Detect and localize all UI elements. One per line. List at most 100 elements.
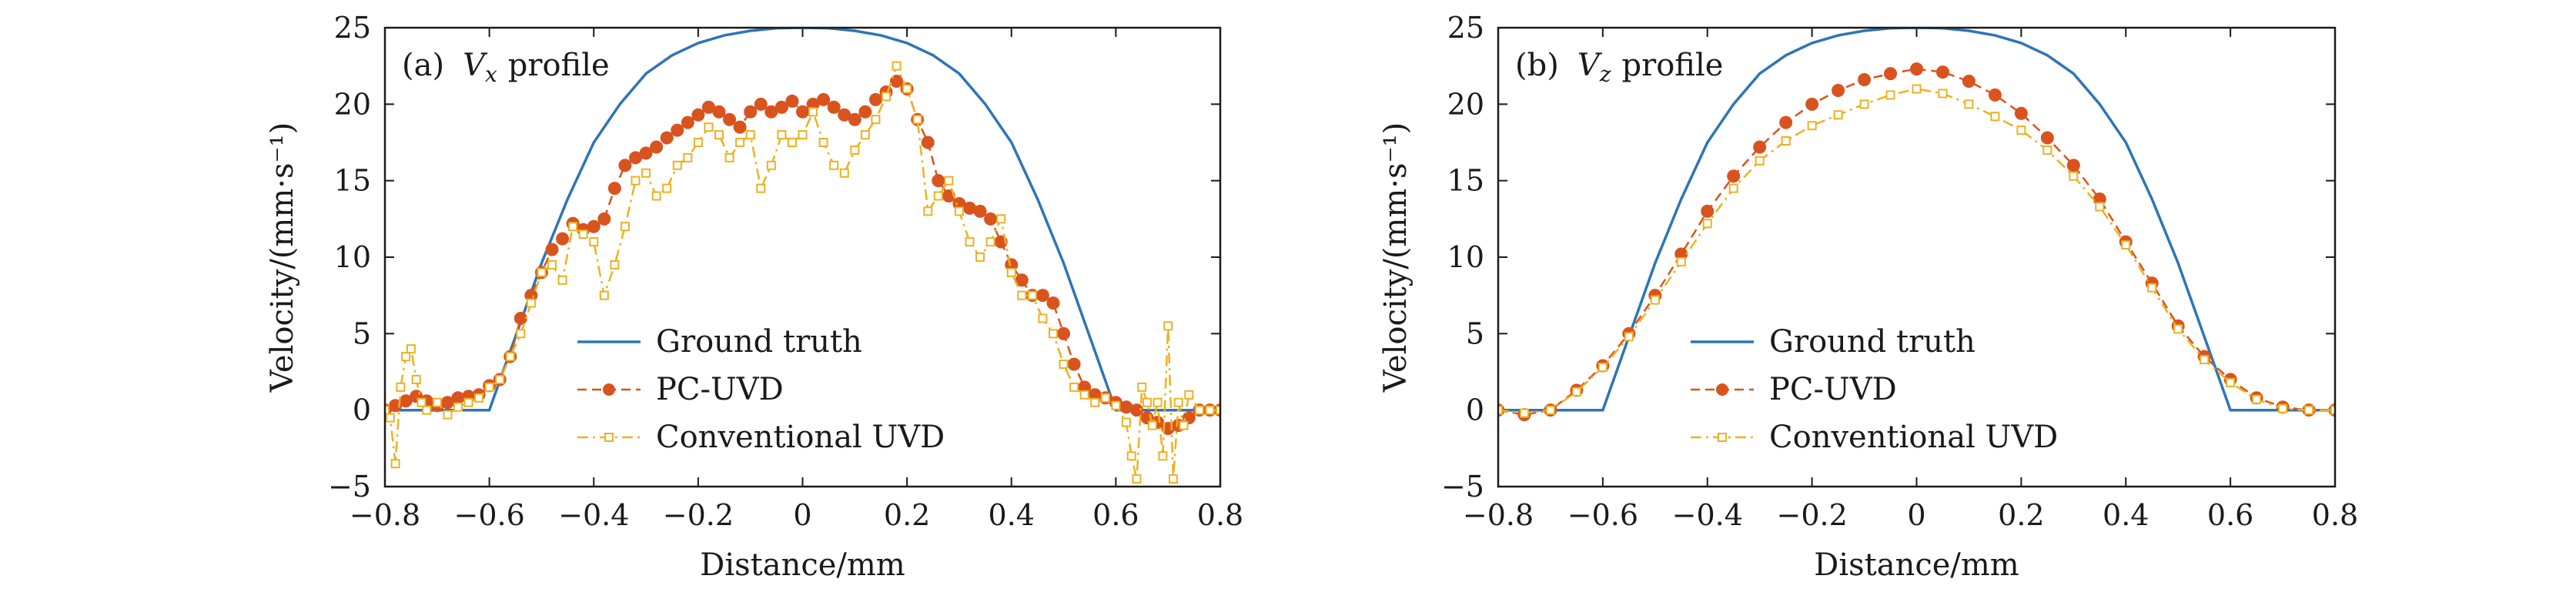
conventional-uvd-point [547,259,557,269]
conventional-uvd-point [557,275,567,285]
conventional-uvd-point [589,237,599,247]
conventional-uvd-point [385,413,395,423]
conventional-uvd-point [1079,390,1089,400]
conventional-uvd-point [1676,256,1686,266]
pc-uvd-point [650,140,664,154]
conventional-uvd-point [1807,121,1817,131]
pc-uvd-point [1884,67,1898,81]
y-tick-label: 25 [334,11,371,45]
pc-uvd-point [597,212,611,226]
chart-panel-a: −0.8 −0.6 −0.4 −0.2 0 0.2 0.4 0.6 0.8 −5 0 5 10 15 20 2… [265,11,1243,583]
x-tick-label: −0.6 [1567,498,1638,532]
conventional-uvd-point [2226,377,2236,387]
series-line-conventional-uvd [385,63,1220,480]
conventional-uvd-point [1173,397,1183,407]
panel-label-text: (a) [402,48,444,83]
x-axis-label: Distance/mm [700,547,905,583]
conventional-uvd-point [411,374,421,384]
conventional-uvd-point [1545,405,1555,415]
conventional-uvd-point [818,138,828,147]
pc-uvd-point [1805,97,1819,111]
x-tick-label: 0.2 [884,498,930,532]
conventional-uvd-point [401,352,411,362]
pc-uvd-point [2066,159,2080,172]
conventional-uvd-point [2095,202,2105,212]
pc-uvd-point [744,105,758,119]
legend-label: PC-UVD [656,372,784,407]
axes-frame [383,26,1222,488]
conventional-uvd-point [1755,156,1765,166]
y-tick-label: 15 [334,164,371,198]
pc-uvd-point [618,159,632,172]
conventional-uvd-point [985,237,995,247]
conventional-uvd-point [1132,474,1142,484]
pc-uvd-point [1910,62,1923,76]
conventional-uvd-point [2042,145,2052,155]
x-tick-label: −0.8 [1463,498,1534,532]
conventional-uvd-point [882,92,891,102]
conventional-uvd-point [1090,397,1100,407]
conventional-uvd-point [1990,112,2000,122]
pc-uvd-point [2040,131,2054,145]
pc-uvd-point [691,108,705,122]
legend-marker-circle [1716,383,1728,396]
conventional-uvd-point [1069,382,1079,392]
conventional-uvd-point [954,206,964,216]
conventional-uvd-point [1859,99,1869,109]
conventional-uvd-point [1205,405,1215,415]
pc-uvd-point [660,131,674,145]
y-tick-label: −5 [328,470,371,504]
y-tick-label: 25 [1447,11,1484,45]
axes-frame [1497,26,2337,488]
conventional-uvd-point [385,405,390,415]
legend-label: PC-UVD [1769,372,1897,407]
conventional-uvd-point [396,382,406,392]
conventional-uvd-point [662,183,672,193]
legend: Ground truth PC-UVD Conventional UVD [1691,324,2058,455]
conventional-uvd-point [756,183,766,193]
pc-uvd-point [681,115,694,129]
conventional-uvd-point [850,145,860,155]
conventional-uvd-point [944,176,954,186]
conventional-uvd-point [829,160,839,170]
conventional-uvd-point [406,344,416,354]
pc-uvd-point [932,174,945,188]
pc-uvd-point [1727,169,1741,183]
conventional-uvd-point [1597,363,1607,373]
pc-uvd-point [1962,75,1975,89]
conventional-uvd-point [1885,90,1895,100]
x-tick-label: −0.4 [558,498,629,532]
conventional-uvd-point [766,160,776,170]
series-line-conventional-uvd [1498,88,2335,414]
conventional-uvd-point [860,130,870,140]
conventional-uvd-point [1833,110,1843,120]
conventional-uvd-point [1142,397,1153,407]
conventional-uvd-point [798,130,808,140]
conventional-uvd-point [2121,240,2131,250]
pc-uvd-point [1067,357,1081,371]
pc-uvd-point [1779,115,1793,129]
plot-area [1498,28,2335,422]
chart-panel-b: −0.8 −0.6 −0.4 −0.2 0 0.2 0.4 0.6 0.8 −5 0 5 10 15 20 2… [1378,11,2358,583]
pc-uvd-point [733,120,747,134]
conventional-uvd-point [1059,360,1069,370]
conventional-uvd-point [474,393,484,403]
title-rest: profile [1621,48,1723,83]
x-tick-label: −0.4 [1672,498,1743,532]
legend-label: Ground truth [656,324,862,360]
y-tick-label: 0 [1466,393,1484,427]
conventional-uvd-point [599,290,609,300]
conventional-uvd-point [1519,408,1529,418]
conventional-uvd-point [1126,451,1136,461]
x-tick-label: 0 [1907,498,1925,532]
legend: Ground truth PC-UVD Conventional UVD [577,324,945,455]
conventional-uvd-point [641,168,651,178]
pc-uvd-point [545,243,559,256]
conventional-uvd-point [422,405,432,415]
conventional-uvd-point [620,222,630,232]
conventional-uvd-point [495,374,505,384]
pc-uvd-point [607,182,621,196]
conventional-uvd-point [2069,171,2079,181]
conventional-uvd-point [484,382,494,392]
y-tick-label: 10 [334,240,371,274]
